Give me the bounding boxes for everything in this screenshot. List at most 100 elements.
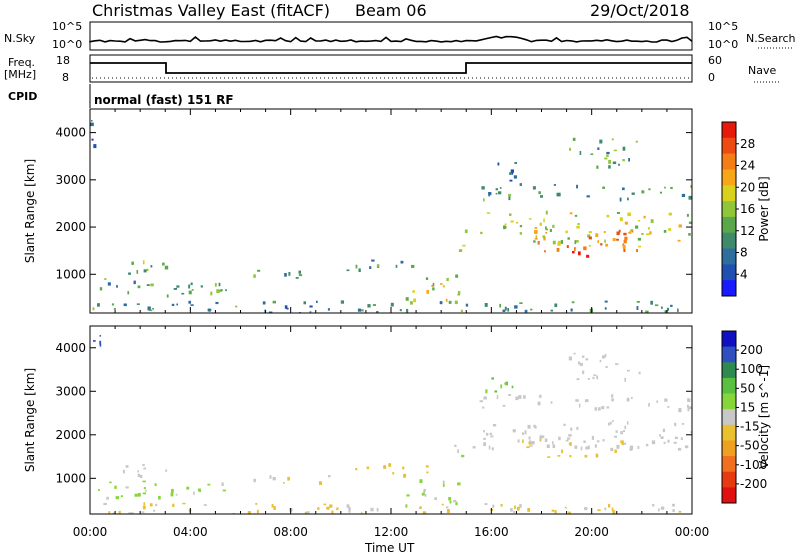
scatter-cell-9 (645, 443, 649, 447)
scatter-cell-9 (651, 440, 656, 445)
colorbar-segment (722, 424, 736, 441)
scatter-cell-11 (678, 224, 682, 228)
scatter-cell-16 (513, 175, 517, 179)
scatter-cell-9 (616, 444, 620, 449)
scatter-cell-14 (664, 186, 666, 189)
scatter-cell-11 (578, 403, 581, 408)
scatter-cell-1 (127, 291, 130, 295)
scatter-cell-7 (118, 510, 121, 514)
scatter-cell-9 (147, 306, 151, 311)
scatter-cell-9 (188, 300, 191, 304)
scatter-cell-7 (326, 506, 330, 510)
scatter-cell-14 (586, 195, 590, 198)
colorbar-tick-label: -15 (740, 420, 760, 434)
scatter-cell-9 (268, 311, 273, 313)
scatter-cell-7 (317, 507, 320, 510)
scatter-cell-7 (143, 502, 146, 506)
scatter-cell-15 (606, 151, 610, 155)
date-label: 29/Oct/2018 (590, 1, 690, 20)
y-tick-label: 2000 (55, 428, 86, 442)
scatter-cell-4 (188, 290, 192, 295)
scatter-cell-2 (136, 270, 139, 274)
scatter-cell-14 (659, 191, 662, 194)
scatter-cell-6 (371, 259, 375, 262)
scatter-cell-9 (517, 439, 520, 443)
scatter-cell-11 (630, 229, 634, 232)
colorbar-tick-label: 16 (740, 202, 755, 216)
scatter-cell-0 (91, 138, 94, 141)
scatter-cell-9 (620, 431, 623, 435)
scatter-cell-11 (668, 228, 672, 231)
scatter-cell-9 (492, 424, 497, 427)
scatter-cell-11 (663, 230, 667, 233)
scatter-cell-2 (128, 272, 131, 275)
scatter-cell-7 (516, 506, 520, 511)
nsky-tick-bottom: 10^0 (52, 38, 82, 51)
scatter-cell-9 (667, 439, 670, 443)
scatter-cell-12 (576, 378, 580, 381)
scatter-cell-11 (502, 404, 506, 407)
scatter-cell-11 (619, 217, 623, 222)
scatter-cell-7 (426, 290, 429, 294)
scatter-cell-12 (579, 362, 583, 366)
colorbar-segment (722, 153, 736, 170)
scatter-cell-11 (545, 226, 547, 229)
scatter-cell-2 (131, 261, 134, 265)
scatter-cell-6 (434, 497, 437, 500)
scatter-cell-1 (158, 495, 161, 500)
scatter-cell-9 (571, 301, 575, 304)
scatter-cell-7 (128, 512, 131, 514)
scatter-cell-14 (622, 187, 625, 191)
scatter-cell-1 (210, 291, 213, 296)
panel-frame (89, 325, 693, 515)
scatter-cell-11 (516, 221, 519, 224)
scatter-cell-7 (432, 282, 435, 287)
scatter-cell-9 (530, 308, 533, 311)
scatter-cell-11 (686, 213, 689, 217)
scatter-cell-11 (510, 220, 514, 223)
scatter-cell-6 (419, 479, 423, 484)
y-axis-label: Slant Range [km] (23, 368, 37, 472)
scatter-cell-11 (635, 225, 639, 229)
scatter-cell-9 (448, 300, 452, 304)
scatter-cell-16 (510, 169, 514, 173)
scatter-cell-9 (528, 436, 531, 440)
scatter-cell-1 (134, 493, 138, 497)
scatter-cell-13 (500, 384, 503, 389)
scatter-cell-9 (580, 446, 583, 451)
scatter-cell-1 (115, 496, 119, 500)
scatter-cell-9 (399, 309, 402, 312)
scatter-cell-9 (624, 425, 627, 430)
scatter-cell-11 (543, 237, 546, 241)
scatter-cell-1 (120, 495, 123, 497)
scatter-cell-11 (627, 212, 631, 217)
scatter-cell-10 (584, 454, 588, 458)
scatter-cell-0 (91, 120, 93, 122)
scatter-cell-12 (638, 371, 641, 375)
scatter-cell-12 (578, 361, 581, 365)
scatter-cell-11 (518, 395, 522, 399)
scatter-cell-11 (560, 240, 563, 244)
scatter-cell-11 (587, 234, 591, 238)
scatter-cell-5 (383, 465, 387, 469)
x-tick-label: 16:00 (474, 525, 509, 539)
scatter-cell-0 (99, 340, 102, 345)
scatter-cell-9 (529, 445, 533, 447)
scatter-cell-12 (622, 243, 625, 246)
scatter-cell-9 (567, 437, 571, 440)
scatter-cell-11 (504, 223, 507, 226)
scatter-cell-1 (216, 289, 220, 293)
scatter-cell-9 (650, 300, 653, 305)
scatter-cell-8 (440, 283, 443, 285)
scatter-cell-1 (144, 489, 147, 492)
y-tick-label: 1000 (55, 471, 86, 485)
colorbar-tick-label: 24 (740, 159, 755, 173)
scatter-cell-9 (465, 303, 469, 307)
colorbar-segment (722, 264, 736, 281)
scatter-cell-12 (605, 366, 608, 368)
scatter-cell-7 (271, 504, 274, 508)
scatter-cell-9 (677, 447, 682, 451)
scatter-cell-11 (537, 401, 541, 406)
scatter-cell-15 (608, 159, 612, 164)
scatter-cell-7 (432, 287, 435, 291)
